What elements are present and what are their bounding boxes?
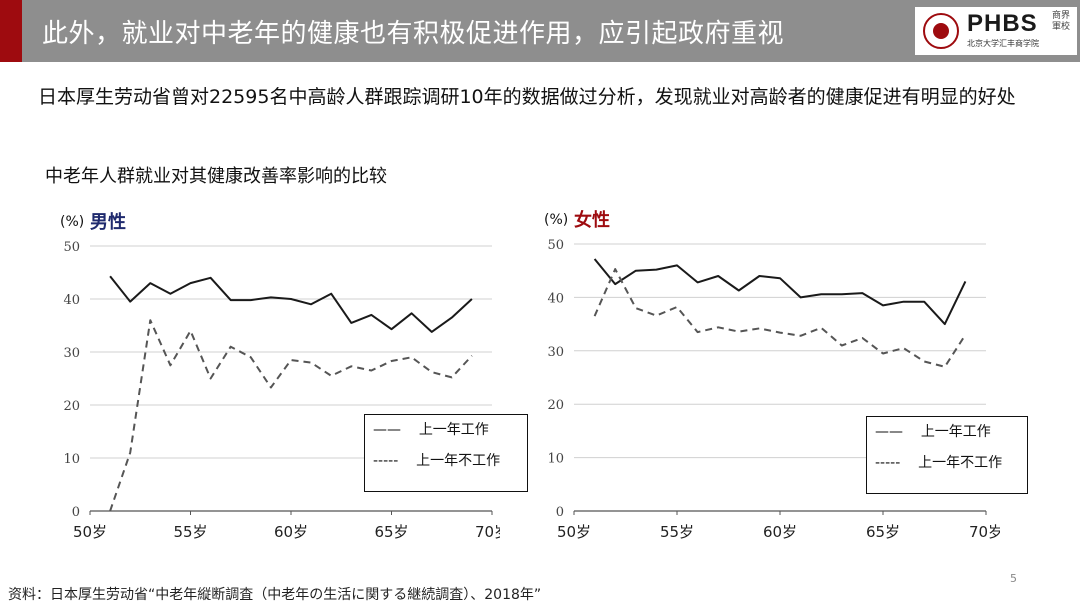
y-tick-label: 20 [547, 398, 564, 413]
page-number: 5 [1010, 572, 1017, 585]
y-tick-label: 40 [63, 293, 80, 308]
logo-text: PHBS [967, 10, 1038, 37]
legend-solid-mark: —— [875, 424, 903, 440]
y-tick-label: 10 [547, 452, 564, 467]
title-accent [0, 0, 22, 62]
series-line-not-working [593, 268, 967, 368]
legend-solid-mark: —— [373, 422, 401, 438]
y-tick-label: 0 [72, 505, 80, 520]
female-chart: (%) 女性 0 10 20 30 40 50 50岁 55岁 60岁 65岁 70岁 [544, 209, 1000, 541]
female-legend: —— 上一年工作 ----- 上一年不工作 [866, 416, 1028, 494]
logo-subtitle: 北京大学汇丰商学院 [967, 39, 1039, 48]
chart-section-heading: 中老年人群就业对其健康改善率影响的比较 [45, 166, 387, 187]
unit-label: (%) [60, 214, 84, 230]
x-tick-label: 65岁 [866, 523, 900, 541]
x-tick-label: 60岁 [763, 523, 797, 541]
x-tick-label: 55岁 [173, 523, 207, 541]
y-tick-label: 10 [63, 452, 80, 467]
legend-dashed-mark: ----- [373, 453, 399, 469]
x-tick-label: 55岁 [660, 523, 694, 541]
title-bar: 此外，就业对中老年的健康也有积极促进作用，应引起政府重视 PHBS 北京大学汇丰… [0, 0, 1080, 62]
y-tick-label: 0 [556, 505, 564, 520]
x-tick-label: 50岁 [73, 523, 107, 541]
x-tick-label: 60岁 [274, 523, 308, 541]
y-tick-label: 50 [547, 238, 564, 253]
phbs-logo: PHBS 北京大学汇丰商学院 商界軍校 [915, 7, 1077, 55]
x-tick-label: 65岁 [374, 523, 408, 541]
unit-label: (%) [544, 212, 568, 228]
y-tick-label: 50 [63, 240, 80, 255]
series-line-working [109, 275, 473, 333]
series-line-working [593, 258, 967, 326]
intro-paragraph: 日本厚生劳动省曾对22595名中高龄人群跟踪调研10年的数据做过分析，发现就业对… [38, 86, 1016, 108]
legend-dashed-mark: ----- [875, 455, 901, 471]
logo-calligraphy: 商界軍校 [1051, 11, 1070, 32]
series-line-not-working [109, 319, 473, 512]
legend-solid-label: 上一年工作 [920, 424, 991, 440]
y-tick-label: 30 [63, 346, 80, 361]
y-tick-label: 30 [547, 345, 564, 360]
y-tick-label: 40 [547, 291, 564, 306]
male-legend: —— 上一年工作 ----- 上一年不工作 [364, 414, 528, 492]
source-note: 资料：日本厚生劳动省“中老年縦断調査（中老年の生活に関する継続調査）、2018年… [8, 587, 542, 603]
legend-solid-label: 上一年工作 [418, 422, 489, 438]
university-seal-icon [923, 13, 959, 49]
x-tick-label: 70岁 [475, 523, 500, 541]
x-tick-label: 70岁 [969, 523, 1000, 541]
panel-label: 女性 [574, 209, 610, 231]
y-tick-label: 20 [63, 399, 80, 414]
panel-label: 男性 [90, 211, 126, 233]
x-tick-label: 50岁 [557, 523, 591, 541]
male-chart: (%) 男性 0 10 20 30 40 50 50岁 55岁 60岁 65岁 70岁 [60, 211, 500, 541]
legend-dashed-label: 上一年不工作 [918, 455, 1003, 471]
legend-dashed-label: 上一年不工作 [416, 453, 501, 469]
slide-title: 此外，就业对中老年的健康也有积极促进作用，应引起政府重视 [42, 19, 785, 49]
